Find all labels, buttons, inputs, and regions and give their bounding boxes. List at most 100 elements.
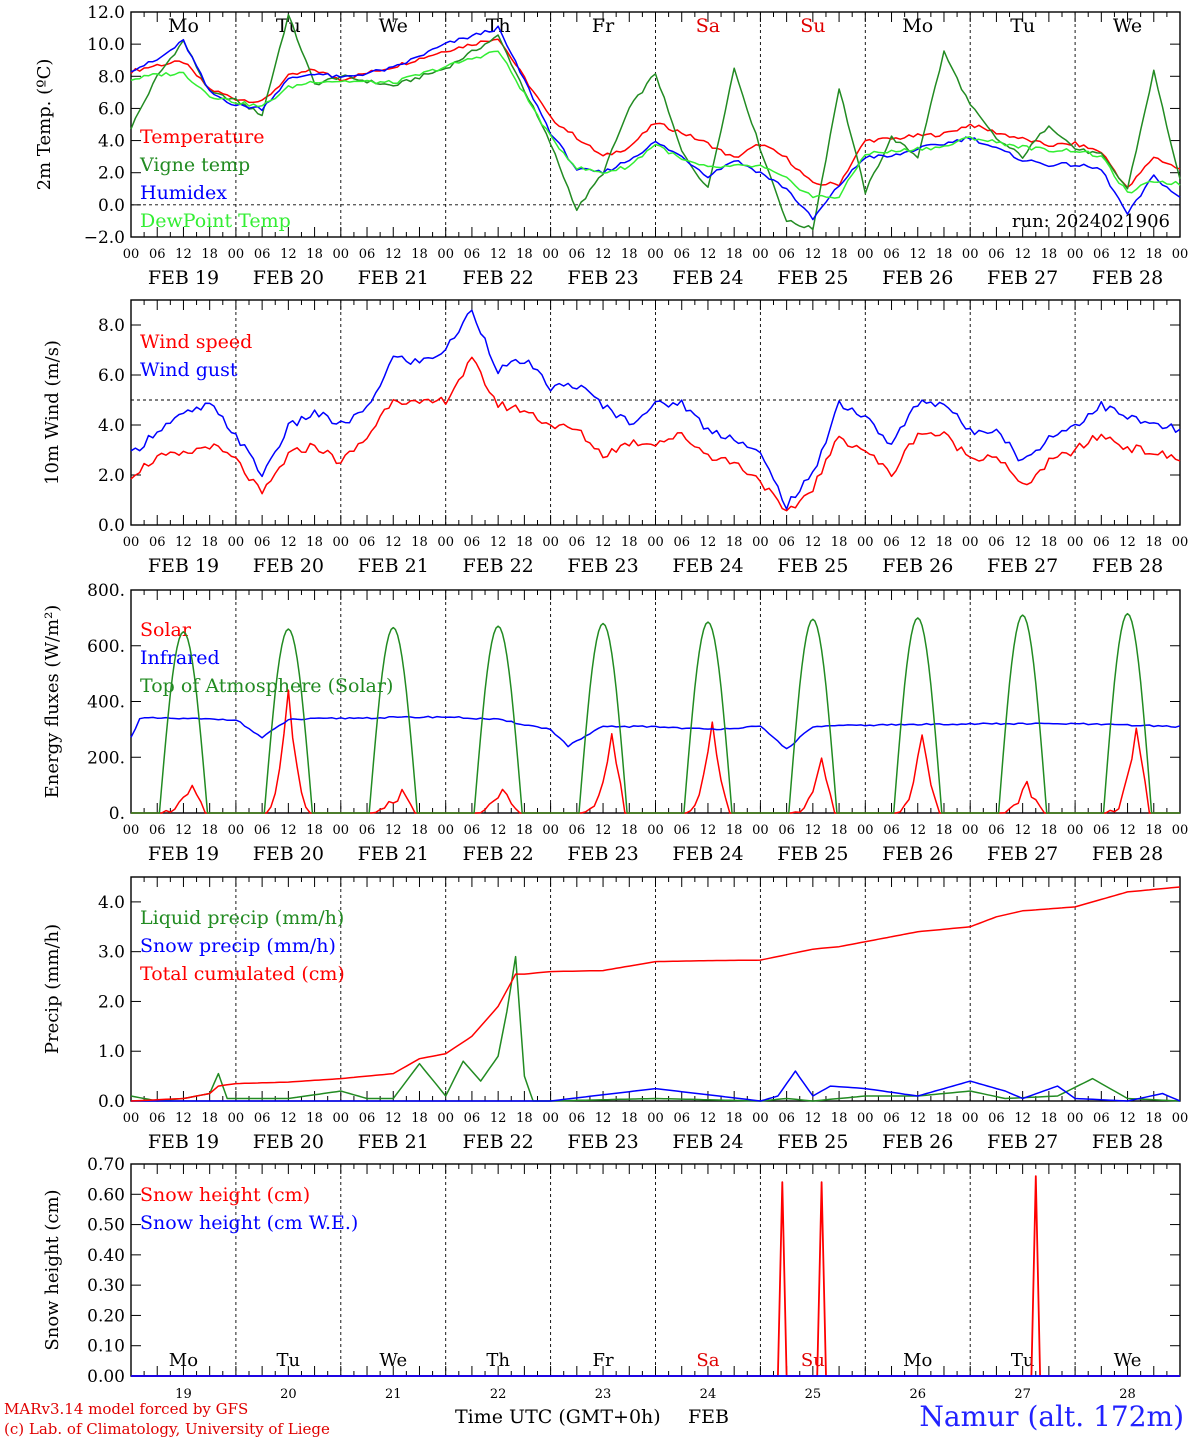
panel-3-hour-label: 00 <box>123 823 140 838</box>
panel-2-hour-label: 00 <box>962 535 979 550</box>
panel-1-hour-label: 00 <box>647 247 664 262</box>
panel-2-y-tick-label: 8.0 <box>98 316 125 336</box>
panel-2-hour-label: 18 <box>1041 535 1058 550</box>
panel-4-hour-label: 00 <box>123 1111 140 1126</box>
panel-2-date-label: FEB 24 <box>672 555 743 577</box>
panel-4-hour-label: 00 <box>437 1111 454 1126</box>
panel-1-hour-label: 00 <box>228 247 245 262</box>
panel-1-hour-label: 18 <box>411 247 428 262</box>
panel-1-date-label: FEB 20 <box>253 267 324 289</box>
panel-4-hour-label: 00 <box>542 1111 559 1126</box>
panel-1-hour-label: 06 <box>569 247 586 262</box>
panel-1-y-tick-label: −2.0 <box>84 228 125 248</box>
panel-4-hour-label: 00 <box>752 1111 769 1126</box>
day-number-label: 19 <box>175 1387 192 1402</box>
panel-4-hour-label: 18 <box>1041 1111 1058 1126</box>
panel-2-date-label: FEB 25 <box>777 555 848 577</box>
panel-4-hour-label: 12 <box>490 1111 507 1126</box>
panel-2-hour-label: 12 <box>805 535 822 550</box>
panel-4-date-label: FEB 25 <box>777 1131 848 1153</box>
panel-1-hour-label: 06 <box>359 247 376 262</box>
panel-1-hour-label: 18 <box>831 247 848 262</box>
panel-2-hour-label: 12 <box>909 535 926 550</box>
panel-2-hour-label: 12 <box>175 535 192 550</box>
day-of-week-label: Mo <box>168 15 199 37</box>
panel-2-series-wind-gust <box>130 309 1181 510</box>
panel-4-date-label: FEB 28 <box>1092 1131 1163 1153</box>
panel-5-y-tick-label: 0.70 <box>87 1155 125 1175</box>
panel-3-hour-label: 12 <box>1014 823 1031 838</box>
panel-4-hour-label: 00 <box>1067 1111 1084 1126</box>
panel-2-hour-label: 00 <box>1067 535 1084 550</box>
panel-2-date-label: FEB 26 <box>882 555 953 577</box>
panel-3-y-tick-label: 0. <box>109 804 125 824</box>
panel-3-legend-solar: Solar <box>140 619 192 641</box>
panel-3-hour-label: 18 <box>726 823 743 838</box>
panel-1-series-vigne-temp <box>130 13 1181 231</box>
panel-2-hour-label: 00 <box>333 535 350 550</box>
panel-4-hour-label: 12 <box>805 1111 822 1126</box>
panel-1-hour-label: 12 <box>595 247 612 262</box>
panel-4-date-label: FEB 20 <box>253 1131 324 1153</box>
panel-1-y-tick-label: 12.0 <box>87 3 125 23</box>
panel-3-hour-label: 18 <box>516 823 533 838</box>
panel-4-hour-label: 06 <box>464 1111 481 1126</box>
panel-5-series-snow-height-cm- <box>131 1175 1180 1377</box>
panel-1-hour-label: 00 <box>962 247 979 262</box>
panel-2-date-label: FEB 20 <box>253 555 324 577</box>
panel-1-hour-label: 18 <box>621 247 638 262</box>
panel-3-hour-label: 18 <box>621 823 638 838</box>
panel-1-hour-label: 12 <box>909 247 926 262</box>
panel-4-hour-label: 18 <box>831 1111 848 1126</box>
panel-2-hour-label: 00 <box>123 535 140 550</box>
panel-4-hour-label: 18 <box>726 1111 743 1126</box>
panel-1-hour-label: 00 <box>1172 247 1189 262</box>
panel-3-legend-top-of-atmosphere-solar-: Top of Atmosphere (Solar) <box>140 675 393 697</box>
panel-1-hour-label: 00 <box>542 247 559 262</box>
panel-4-y-tick-label: 0.0 <box>98 1092 125 1112</box>
panel-4-hour-label: 18 <box>516 1111 533 1126</box>
panel-3-hour-label: 18 <box>201 823 218 838</box>
panel-5-legend-snow-height-cm-w-e-: Snow height (cm W.E.) <box>140 1212 358 1234</box>
day-of-week-label: We <box>379 15 408 37</box>
panel-4-hour-label: 18 <box>936 1111 953 1126</box>
panel-3-hour-label: 00 <box>542 823 559 838</box>
panel-1-hour-label: 06 <box>254 247 271 262</box>
panel-4-hour-label: 18 <box>621 1111 638 1126</box>
day-of-week-label: Th <box>486 1350 510 1371</box>
panel-4-hour-label: 00 <box>1172 1111 1189 1126</box>
panel-3-hour-label: 12 <box>385 823 402 838</box>
panel-3-hour-label: 00 <box>333 823 350 838</box>
panel-1-date-label: FEB 26 <box>882 267 953 289</box>
panel-1-y-axis-title: 2m Temp. (ºC) <box>34 59 55 191</box>
panel-3-hour-label: 18 <box>936 823 953 838</box>
panel-3-hour-label: 18 <box>1041 823 1058 838</box>
panel-5-y-tick-label: 0.30 <box>87 1276 125 1296</box>
panel-1-hour-label: 18 <box>936 247 953 262</box>
panel-1-hour-label: 00 <box>857 247 874 262</box>
panel-3-date-label: FEB 19 <box>148 843 219 865</box>
time-axis-title: Time UTC (GMT+0h) <box>455 1406 661 1428</box>
panel-3-date-label: FEB 23 <box>567 843 638 865</box>
panel-3-series-top-of-atmosphere-solar- <box>131 612 1180 814</box>
day-of-week-label: Sa <box>696 15 720 37</box>
panel-3-date-label: FEB 20 <box>253 843 324 865</box>
panel-1-hour-label: 12 <box>175 247 192 262</box>
panel-3-hour-label: 12 <box>175 823 192 838</box>
panel-4-y-tick-label: 2.0 <box>98 992 125 1012</box>
panel-4-series-snow-precip-mm-h- <box>131 1070 1181 1102</box>
panel-1-hour-label: 06 <box>464 247 481 262</box>
panel-4-hour-label: 06 <box>149 1111 166 1126</box>
panel-4-date-label: FEB 22 <box>463 1131 534 1153</box>
day-of-week-label: Sa <box>696 1350 719 1371</box>
day-number-label: 23 <box>595 1387 612 1402</box>
panel-3-hour-label: 12 <box>805 823 822 838</box>
panel-4-hour-label: 12 <box>909 1111 926 1126</box>
panel-3-hour-label: 00 <box>1067 823 1084 838</box>
panel-1-hour-label: 06 <box>988 247 1005 262</box>
panel-2-hour-label: 18 <box>1146 535 1163 550</box>
panel-3-date-label: FEB 24 <box>672 843 743 865</box>
panel-4-y-axis-title: Precip (mm/h) <box>42 924 63 1054</box>
panel-1-date-label: FEB 23 <box>567 267 638 289</box>
panel-2-y-axis-title: 10m Wind (m/s) <box>42 340 63 485</box>
